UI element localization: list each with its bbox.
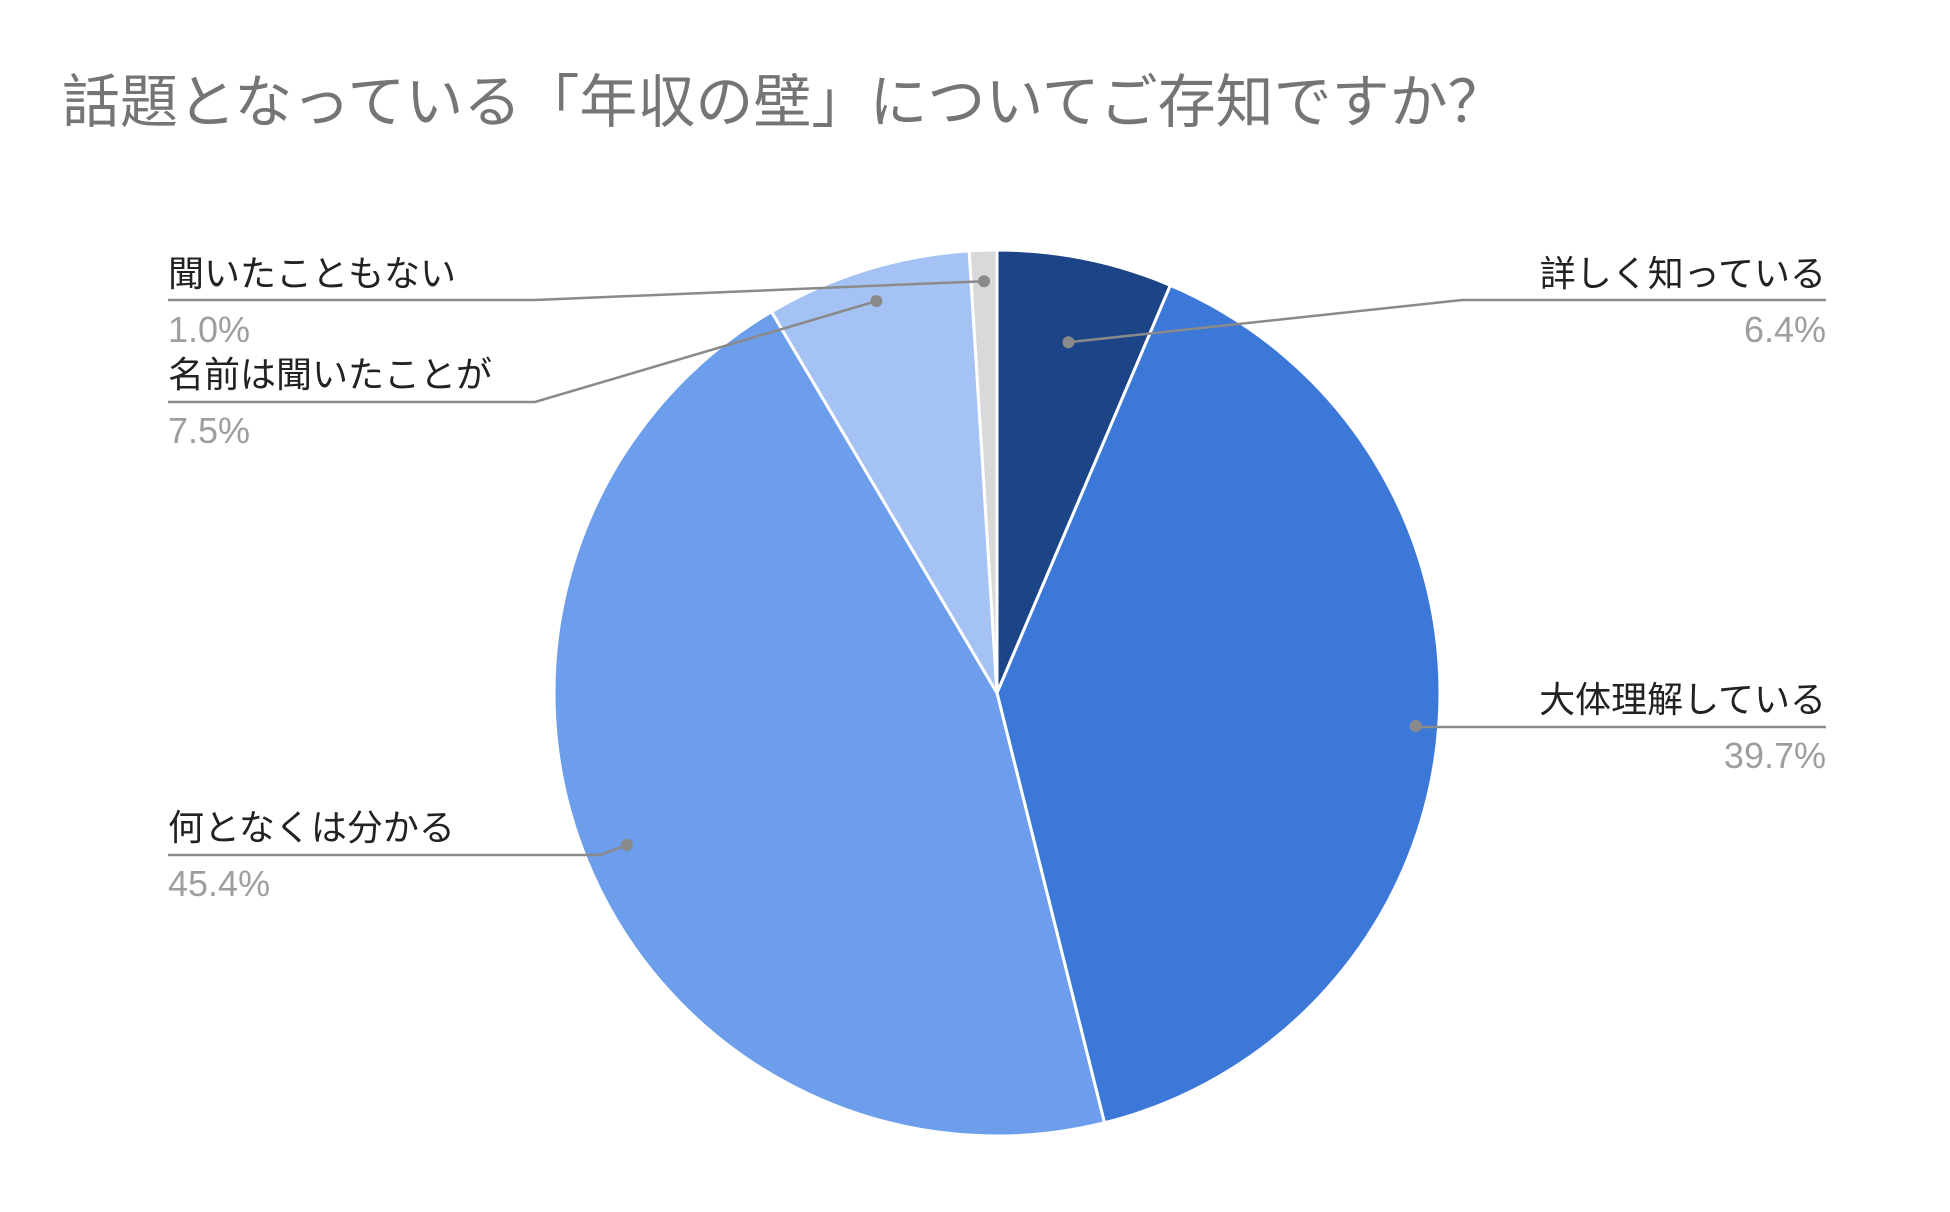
leader-dot	[1409, 719, 1422, 732]
pie-slice	[995, 248, 1173, 694]
leader-line	[168, 299, 877, 404]
leader-line	[168, 279, 985, 302]
slice-label: 何となくは分かる	[168, 808, 455, 849]
slice-percent-label: 7.5%	[168, 410, 250, 451]
slice-label: 大体理解している	[1539, 680, 1826, 721]
slice-percent-label: 45.4%	[168, 863, 270, 904]
leader-line	[168, 843, 628, 857]
slice-percent-label: 39.7%	[1724, 735, 1826, 776]
leader-line	[1415, 724, 1826, 729]
slice-percent-label: 1.0%	[168, 309, 250, 350]
slice-label: 詳しく知っている	[1540, 254, 1826, 295]
slice-percent-label: 6.4%	[1744, 309, 1826, 350]
leader-dot	[1062, 336, 1075, 349]
chart-title: 話題となっている「年収の壁」についてご存知ですか？	[62, 68, 1506, 136]
leader-dot	[978, 275, 991, 288]
pie-slices	[552, 248, 1442, 1138]
pie-slice	[769, 249, 999, 694]
pie-slice	[552, 309, 1107, 1138]
slice-label: 聞いたこともない	[168, 254, 456, 295]
leader-dot	[620, 838, 633, 851]
slice-labels: 詳しく知っている 6.4% 大体理解している 39.7% 何となくは分かる 45.4% 名前…	[168, 254, 1826, 904]
slice-label: 名前は聞いたことが	[168, 355, 492, 396]
leader-dot	[870, 295, 883, 308]
pie-slice	[967, 248, 999, 694]
leader-line	[1068, 298, 1826, 344]
